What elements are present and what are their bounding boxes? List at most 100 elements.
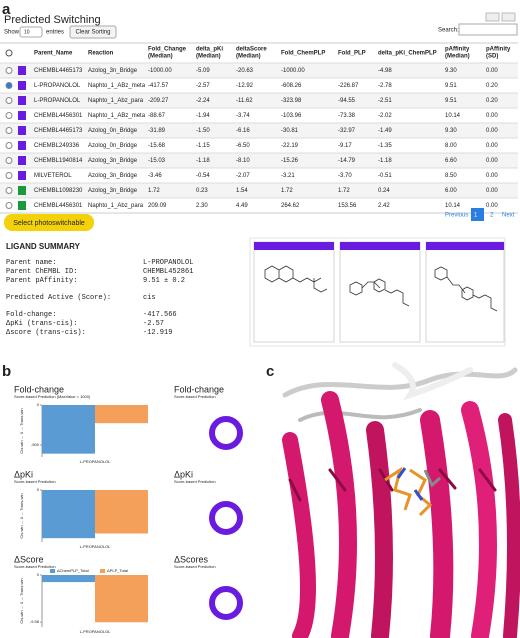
column-header: Fold_PLP xyxy=(338,51,366,57)
entries-label: entries xyxy=(46,30,64,36)
y-tick-label: 0 xyxy=(37,487,40,492)
table-cell: 0.00 xyxy=(486,203,498,209)
table-cell: -1.50 xyxy=(196,128,210,134)
column-header: (Median) xyxy=(445,54,470,60)
column-header: (Median) xyxy=(148,54,173,60)
table-cell: -3.74 xyxy=(236,113,250,119)
clear-sorting-button[interactable] xyxy=(69,25,117,39)
table-cell: -5.09 xyxy=(196,68,210,74)
legend-swatch xyxy=(100,569,105,573)
table-cell: 1.72 xyxy=(148,188,160,194)
bar xyxy=(95,575,148,623)
bar xyxy=(42,575,95,583)
table-cell: 0.20 xyxy=(486,83,498,89)
donut-segment xyxy=(209,501,243,535)
row-radio[interactable] xyxy=(5,187,13,194)
row-color xyxy=(18,171,26,180)
row-stripe xyxy=(0,93,518,108)
table-cell: -226.87 xyxy=(338,83,359,89)
row-radio[interactable] xyxy=(5,202,13,209)
table-cell: -323.98 xyxy=(281,98,302,104)
x-tick-label: L-PROPANOLOL xyxy=(80,629,112,634)
search-label: Search: xyxy=(438,28,459,34)
table-cell: -103.96 xyxy=(281,113,302,119)
table-cell: -1.94 xyxy=(196,113,210,119)
table-cell: 8.00 xyxy=(445,143,457,149)
row-radio[interactable] xyxy=(5,172,13,179)
table-cell: -417.57 xyxy=(148,83,169,89)
table-cell: 0.00 xyxy=(486,173,498,179)
row-radio[interactable] xyxy=(5,157,13,164)
row-radio[interactable] xyxy=(5,127,13,134)
table-cell: -3.46 xyxy=(148,173,162,179)
y-axis-label: Cis-win ← 0 → Trans-win xyxy=(19,493,24,538)
table-cell: -1.18 xyxy=(196,158,210,164)
table-cell: 6.60 xyxy=(445,158,457,164)
donut-segment xyxy=(209,416,243,450)
table-cell: -22.19 xyxy=(281,143,299,149)
table-cell: -32.97 xyxy=(338,128,356,134)
table-cell: 4.49 xyxy=(236,203,248,209)
pagination-item[interactable]: Next xyxy=(502,213,515,219)
column-header: Fold_Change xyxy=(148,47,187,53)
pagination-item[interactable]: Previous xyxy=(445,213,468,219)
x-tick-label: L-PROPANOLOL xyxy=(80,459,112,464)
table-cell: Azolog_3n_Bridge xyxy=(88,158,138,164)
donut-title: Fold-change xyxy=(174,384,224,394)
column-header: (Median) xyxy=(196,54,221,60)
table-cell: 0.00 xyxy=(486,113,498,119)
bar xyxy=(42,405,95,454)
row-radio[interactable] xyxy=(5,97,13,104)
donut-subtitle: Score-based Prediction xyxy=(174,479,216,484)
table-cell: 9.51 xyxy=(445,98,457,104)
table-cell: 1.72 xyxy=(281,188,293,194)
row-radio[interactable] xyxy=(5,142,13,149)
table-cell: Naphto_1_Abz_para xyxy=(88,98,144,104)
field-value: -12.919 xyxy=(143,329,172,337)
row-radio[interactable] xyxy=(5,82,13,89)
table-cell: 9.30 xyxy=(445,68,457,74)
table-cell: 0.20 xyxy=(486,98,498,104)
search-input[interactable] xyxy=(458,23,518,36)
field-value: -2.57 xyxy=(143,320,164,328)
table-cell: 0.23 xyxy=(196,188,208,194)
column-header: (Median) xyxy=(236,54,261,60)
table-cell: -15.26 xyxy=(281,158,299,164)
column-header: delta_pKi xyxy=(196,47,223,53)
column-header: delta_pKi_ChemPLP xyxy=(378,51,437,57)
chart-subtitle: Score-based Prediction xyxy=(14,564,56,569)
donut-segment xyxy=(209,586,243,620)
row-radio[interactable] xyxy=(5,112,13,119)
y-axis-label: Cis-win ← 0 → Trans-win xyxy=(19,408,24,453)
table-cell: -15.03 xyxy=(148,158,166,164)
row-radio[interactable] xyxy=(5,67,13,74)
chart-subtitle: Score-based Prediction xyxy=(14,479,56,484)
table-cell: -88.67 xyxy=(148,113,166,119)
field-value: cis xyxy=(143,294,156,302)
pagination-item[interactable]: 1 xyxy=(474,213,478,219)
table-cell: -20.63 xyxy=(236,68,254,74)
table-cell: 6.00 xyxy=(445,188,457,194)
table-cell: -14.79 xyxy=(338,158,356,164)
pagination-item[interactable]: 2 xyxy=(490,213,494,219)
table-cell: Azolog_3n_Bridge xyxy=(88,173,138,179)
panel-label: c xyxy=(266,363,274,380)
entries-select[interactable] xyxy=(19,26,43,38)
table-cell: -0.54 xyxy=(196,173,210,179)
row-stripe xyxy=(0,153,518,168)
page-active xyxy=(471,208,484,221)
legend-label: ΔChemPLP_Total xyxy=(57,568,89,573)
table-cell: -209.27 xyxy=(148,98,169,104)
select-button[interactable] xyxy=(4,214,94,231)
row-color xyxy=(18,111,26,120)
chart-title: Fold-change xyxy=(14,384,64,394)
table-cell: 0.00 xyxy=(486,68,498,74)
table-cell: -6.50 xyxy=(236,143,250,149)
field-label: Fold-change: xyxy=(6,311,56,319)
column-header: pAffinity xyxy=(486,47,511,53)
table-cell: 2.30 xyxy=(196,203,208,209)
row-stripe xyxy=(0,183,518,198)
clear-sorting-label: Clear Sorting xyxy=(75,30,110,36)
table-cell: 0.00 xyxy=(486,128,498,134)
table-cell: 209.09 xyxy=(148,203,167,209)
